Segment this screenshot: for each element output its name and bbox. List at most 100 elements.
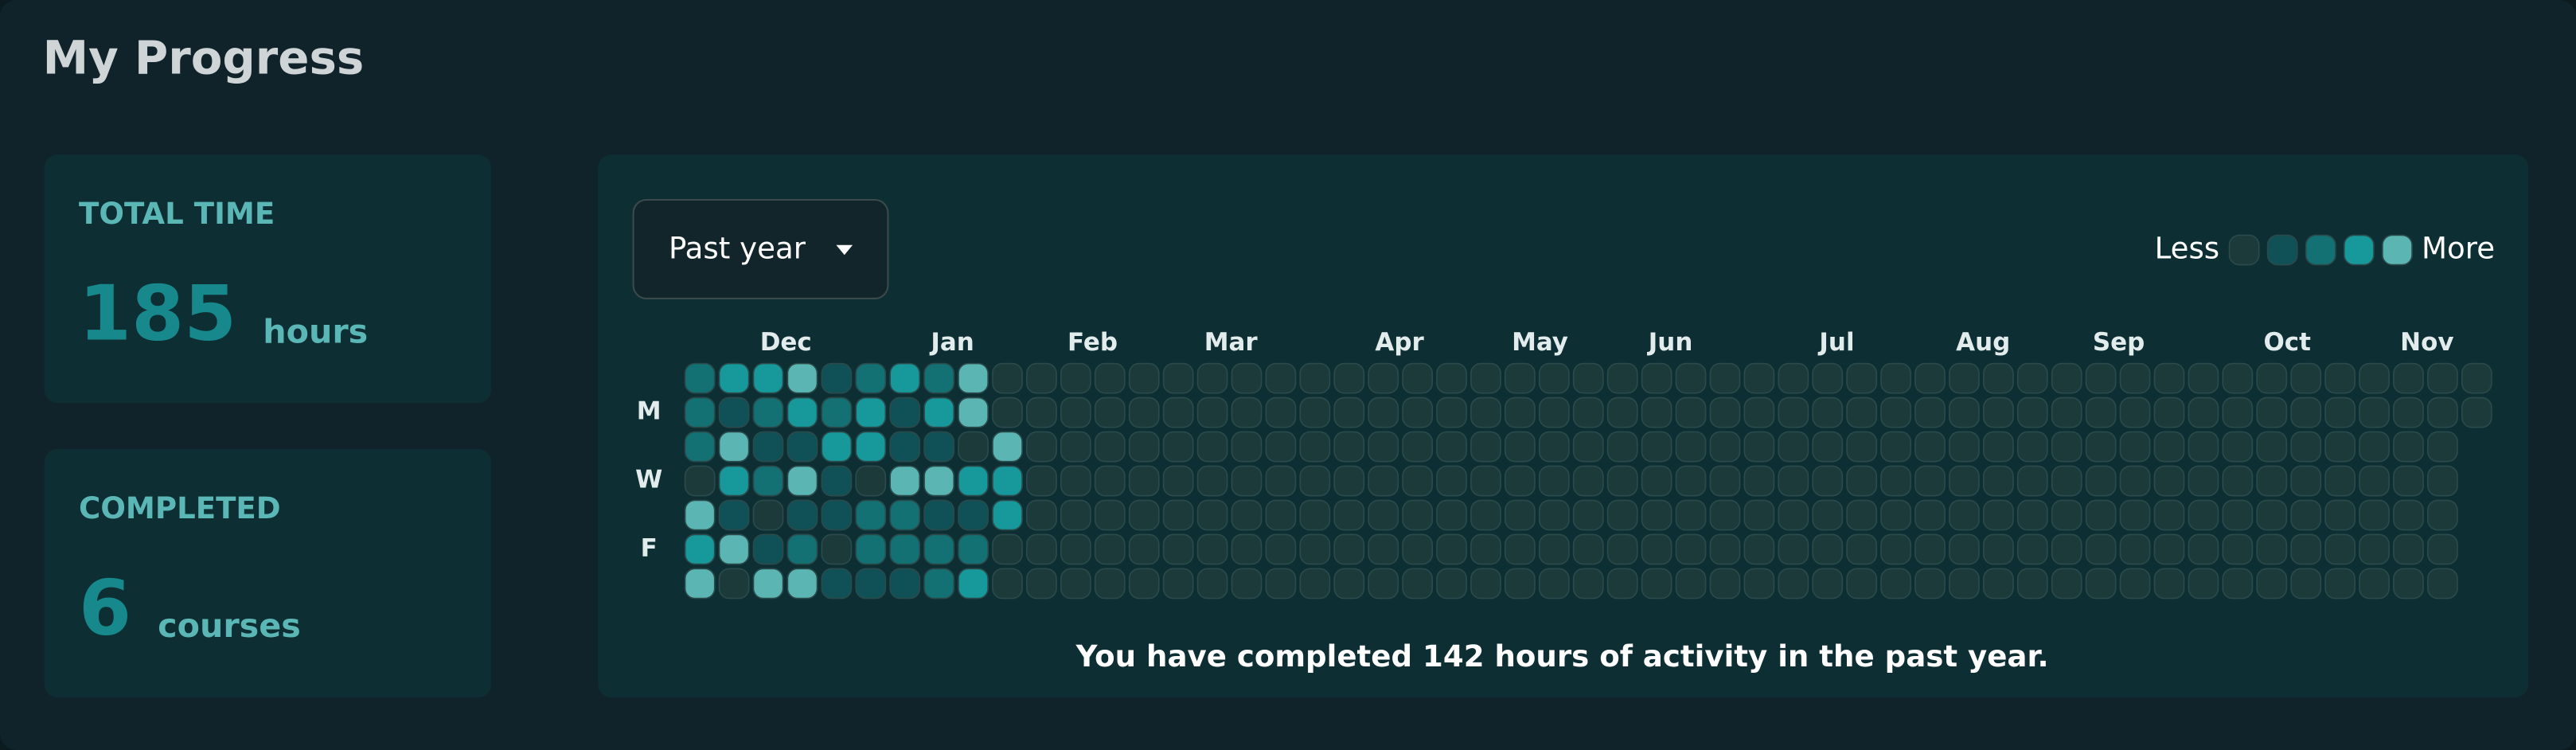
activity-cell (2188, 568, 2219, 600)
dropdown-label[interactable]: Past year (669, 231, 806, 265)
activity-cell (752, 465, 784, 497)
activity-cell (1128, 396, 1160, 428)
activity-cell (889, 465, 921, 497)
activity-cell (958, 465, 989, 497)
activity-cell (821, 465, 853, 497)
activity-cell (1778, 431, 1809, 463)
activity-cell (1299, 396, 1331, 428)
activity-cell (2359, 431, 2390, 463)
activity-cell (1982, 396, 2014, 428)
activity-cell (1572, 499, 1604, 531)
activity-cell (1026, 533, 1057, 565)
activity-cell (752, 362, 784, 394)
activity-cell (1743, 568, 1775, 600)
page-title: My Progress (43, 31, 365, 85)
activity-cell (1128, 362, 1160, 394)
activity-cell (1505, 431, 1536, 463)
month-label: Feb (1067, 328, 1118, 357)
activity-cell (1641, 431, 1672, 463)
activity-cell (1914, 362, 1946, 394)
activity-cell (1060, 465, 1091, 497)
activity-cell (1333, 465, 1365, 497)
activity-cell (2222, 568, 2254, 600)
activity-cell (1026, 568, 1057, 600)
activity-cell (2051, 533, 2082, 565)
activity-cell (1778, 499, 1809, 531)
activity-cell (1606, 431, 1638, 463)
activity-cell (1505, 533, 1536, 565)
activity-cell (1299, 465, 1331, 497)
activity-cell (821, 396, 853, 428)
activity-cell (1982, 465, 2014, 497)
month-label: Jul (1817, 328, 1854, 357)
activity-cell (889, 396, 921, 428)
activity-cell (1743, 499, 1775, 531)
activity-cell (2085, 533, 2117, 565)
activity-cell (1572, 362, 1604, 394)
activity-cell (2051, 465, 2082, 497)
activity-cell (1880, 396, 1911, 428)
activity-cell (1505, 465, 1536, 497)
activity-cell (718, 568, 750, 600)
activity-cell (1060, 499, 1091, 531)
month-label: Jan (929, 328, 974, 357)
activity-cell (1641, 568, 1672, 600)
activity-cell (2256, 465, 2288, 497)
activity-cell (992, 533, 1023, 565)
activity-cell (718, 533, 750, 565)
activity-cell (2016, 396, 2048, 428)
activity-cell (718, 396, 750, 428)
activity-cell (1982, 568, 2014, 600)
activity-cell (1641, 396, 1672, 428)
activity-cell (821, 568, 853, 600)
month-label: Apr (1375, 328, 1424, 357)
activity-cell (1333, 568, 1365, 600)
legend-swatch (2382, 234, 2413, 266)
activity-cell (1402, 568, 1434, 600)
activity-cell (1060, 362, 1091, 394)
activity-cell (1538, 465, 1570, 497)
activity-cell (1094, 568, 1126, 600)
activity-cell (2051, 396, 2082, 428)
activity-cell (2153, 362, 2185, 394)
activity-cell (2085, 396, 2117, 428)
activity-cell (2290, 396, 2322, 428)
activity-cell (855, 362, 887, 394)
activity-cell (1949, 533, 1980, 565)
day-label: W (635, 466, 662, 494)
activity-cell (1538, 533, 1570, 565)
legend-more: More (2422, 231, 2495, 265)
activity-cell (958, 396, 989, 428)
activity-cell (1675, 533, 1707, 565)
dropdown-caret[interactable] (836, 244, 853, 256)
dropdown-box[interactable] (632, 198, 889, 299)
activity-cell (1231, 396, 1263, 428)
activity-cell (684, 431, 716, 463)
activity-cell (1778, 396, 1809, 428)
range-dropdown[interactable]: Past year (632, 198, 889, 299)
month-label: Sep (2093, 328, 2145, 357)
activity-cell (2222, 533, 2254, 565)
activity-cell (786, 499, 818, 531)
activity-cell (1196, 362, 1228, 394)
activity-cell (992, 431, 1023, 463)
activity-cell (1231, 499, 1263, 531)
activity-cell (1505, 568, 1536, 600)
month-label: Dec (760, 328, 812, 357)
stat-value: 6 (79, 564, 131, 652)
activity-cell (1846, 568, 1878, 600)
activity-cell (2256, 533, 2288, 565)
month-label: May (1512, 328, 1568, 357)
activity-cell (1641, 533, 1672, 565)
activity-cell (1538, 431, 1570, 463)
activity-cell (1743, 396, 1775, 428)
activity-cell (752, 431, 784, 463)
activity-cell (1812, 533, 1844, 565)
activity-cell (1914, 396, 1946, 428)
activity-cell (1982, 533, 2014, 565)
activity-cell (855, 396, 887, 428)
activity-cell (2324, 465, 2356, 497)
activity-cell (1094, 396, 1126, 428)
activity-cell (1880, 533, 1911, 565)
activity-cell (889, 431, 921, 463)
